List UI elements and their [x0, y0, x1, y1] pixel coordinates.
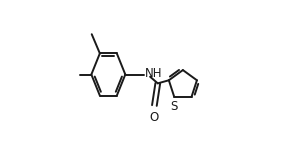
- Text: S: S: [171, 100, 178, 114]
- Text: O: O: [149, 111, 158, 124]
- Text: NH: NH: [145, 67, 163, 80]
